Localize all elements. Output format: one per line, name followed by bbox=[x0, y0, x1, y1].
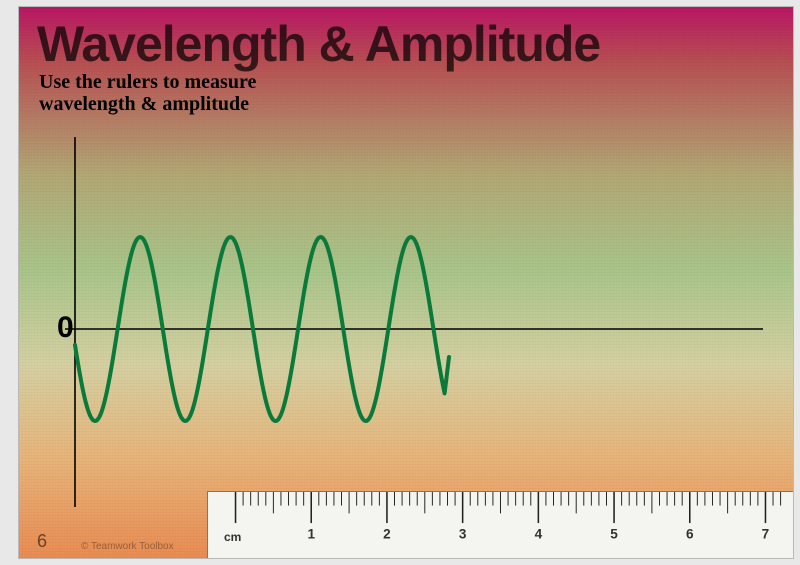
origin-label: 0 bbox=[57, 311, 74, 345]
ruler-unit-label: cm bbox=[224, 530, 241, 544]
screen-outer: Wavelength & Amplitude Use the rulers to… bbox=[0, 0, 800, 565]
ruler-cm-label: 7 bbox=[762, 527, 770, 542]
ruler-cm-label: 1 bbox=[307, 527, 315, 542]
slide-subtitle: Use the rulers to measure wavelength & a… bbox=[39, 71, 256, 115]
copyright-text: © Teamwork Toolbox bbox=[81, 541, 174, 552]
ruler-ticks-svg: 1 2 3 4 5 6 7 bbox=[208, 492, 793, 558]
wave-plot: 0 bbox=[49, 137, 769, 507]
ruler-cm-label: 2 bbox=[383, 527, 391, 542]
ruler-cm-label: 5 bbox=[610, 527, 618, 542]
slide-title: Wavelength & Amplitude bbox=[37, 15, 600, 73]
ruler-cm-label: 6 bbox=[686, 527, 694, 542]
page-number: 6 bbox=[37, 531, 47, 552]
ruler-cm-label: 4 bbox=[535, 527, 543, 542]
slide-frame: Wavelength & Amplitude Use the rulers to… bbox=[18, 6, 794, 559]
ruler-cm[interactable]: 1 2 3 4 5 6 7 cm bbox=[207, 491, 793, 559]
wave-plot-svg bbox=[49, 137, 769, 507]
ruler-cm-label: 3 bbox=[459, 527, 467, 542]
